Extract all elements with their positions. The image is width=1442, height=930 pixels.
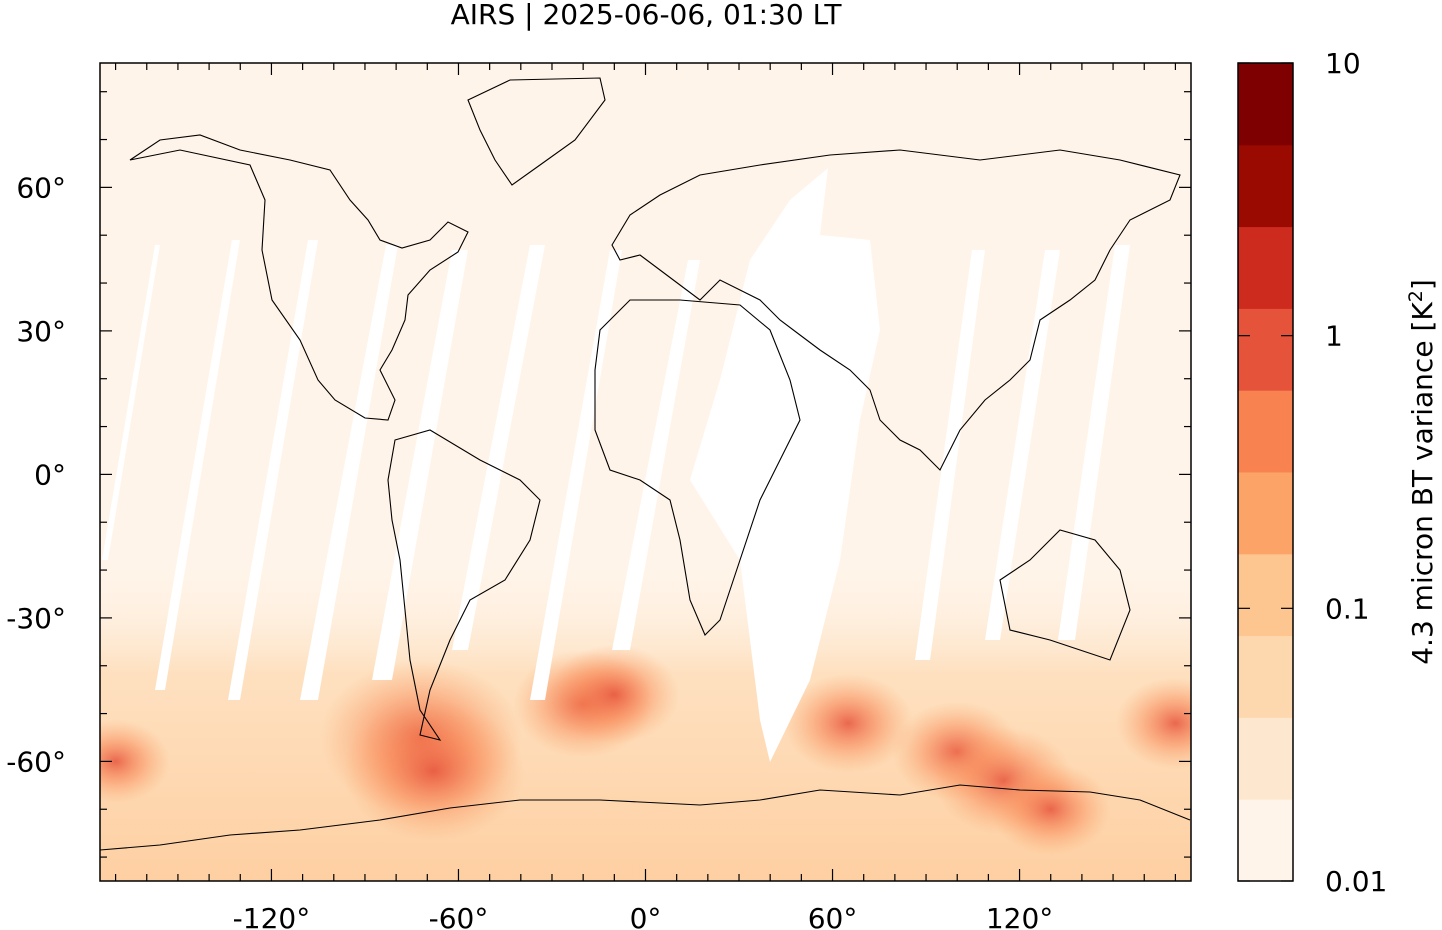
- orbit-gap: [1058, 245, 1130, 640]
- colorbar-ticks: 0.01 0.1 1 10: [1238, 47, 1387, 898]
- coastline-greenland: [467, 77, 606, 186]
- orbit-gap-wide: [690, 168, 880, 762]
- colorbar-band-2: [1238, 635, 1293, 718]
- orbit-gaps: [102, 168, 1130, 762]
- coastline-antarctica: [100, 784, 1191, 851]
- x-tick-label: 60°: [808, 902, 858, 930]
- orbit-gap: [155, 240, 240, 690]
- colorbar-band-6: [1238, 308, 1293, 391]
- colorbar-bands: [1238, 63, 1293, 882]
- colorbar-band-8: [1238, 144, 1293, 228]
- colorbar-band-5: [1238, 390, 1293, 473]
- colorbar-band-4: [1238, 472, 1293, 555]
- coastlines: [100, 77, 1191, 851]
- y-tick-label: 0°: [34, 458, 66, 491]
- colorbar-tick-label: 10: [1325, 47, 1361, 80]
- y-tick-label: -30°: [6, 602, 66, 635]
- orbit-gap: [452, 245, 545, 650]
- orbit-gap: [372, 250, 468, 680]
- variance-hotspot-7: [990, 763, 1111, 856]
- colorbar-band-3: [1238, 553, 1293, 637]
- orbit-gap: [300, 245, 398, 700]
- variance-hotspot-9: [100, 719, 171, 804]
- colorbar-label: 4.3 micron BT variance [K2]: [1405, 279, 1439, 665]
- x-tick-label: -60°: [429, 902, 489, 930]
- orbit-gap: [228, 240, 318, 700]
- colorbar-band-7: [1238, 226, 1293, 309]
- coastline-africa: [594, 299, 801, 636]
- coastline-north-america: [129, 134, 469, 421]
- colorbar-band-9: [1238, 63, 1293, 146]
- y-tick-label: 30°: [16, 315, 66, 348]
- variance-hotspots: [100, 644, 1191, 856]
- y-axis-ticks: 60° 30° 0° -30° -60°: [6, 91, 1191, 858]
- colorbar-band-1: [1238, 717, 1293, 800]
- colorbar-label-end: ]: [1406, 279, 1439, 290]
- orbit-gap: [915, 250, 985, 660]
- colorbar-label-main: 4.3 micron BT variance [K: [1406, 302, 1439, 665]
- map-title: AIRS | 2025-06-06, 01:30 LT: [451, 0, 843, 31]
- variance-hotspot-1: [342, 700, 525, 841]
- variance-hotspot-8: [1115, 677, 1191, 770]
- colorbar-label-sup: 2: [1405, 290, 1427, 302]
- x-tick-label: -120°: [233, 902, 311, 930]
- colorbar-band-0: [1238, 799, 1293, 882]
- colorbar-frame: [1237, 62, 1294, 882]
- orbit-gap: [985, 250, 1060, 640]
- colorbar-tick-label: 0.1: [1325, 592, 1370, 625]
- variance-hotspot-3: [549, 644, 680, 745]
- x-axis-ticks: -120° -60° 0° 60° 120°: [114, 63, 1177, 930]
- y-tick-label: -60°: [6, 745, 66, 778]
- coastline-south-america: [387, 429, 541, 741]
- orbit-gap: [102, 245, 160, 560]
- orbit-gap: [530, 250, 622, 700]
- coastline-europe-asia: [611, 149, 1181, 471]
- colorbar: 0.01 0.1 1 10 4.3 micron BT variance [K2]: [1237, 47, 1439, 898]
- map-panel: -120° -60° 0° 60° 120° 60° 30° 0° -30° -60°: [6, 62, 1192, 930]
- x-tick-label: 120°: [986, 902, 1053, 930]
- colorbar-tick-label: 1: [1325, 320, 1343, 353]
- x-tick-label: 0°: [630, 902, 662, 930]
- colorbar-tick-label: 0.01: [1325, 865, 1387, 898]
- variance-hotspot-4: [783, 673, 914, 774]
- orbit-gap: [612, 260, 700, 650]
- coastline-australia: [999, 529, 1131, 661]
- y-tick-label: 60°: [16, 171, 66, 204]
